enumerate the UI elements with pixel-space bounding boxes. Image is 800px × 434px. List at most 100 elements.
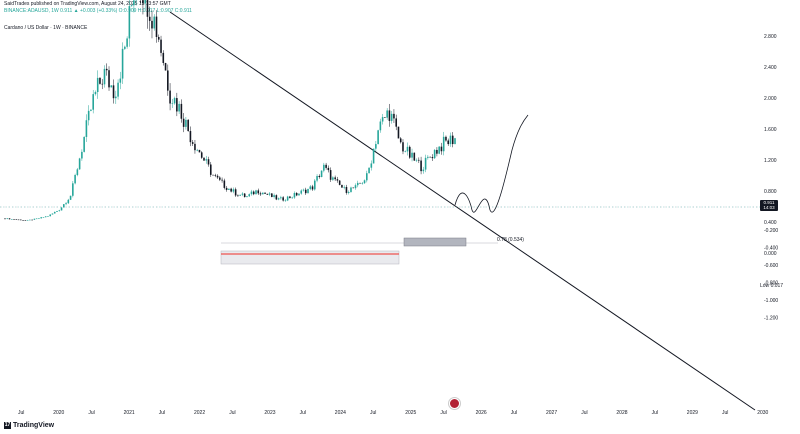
candle-body xyxy=(35,218,38,220)
candle-body xyxy=(65,203,67,205)
chart-header: SaidTrades published on TradingView.com,… xyxy=(4,1,192,15)
time-axis-label: 2029 xyxy=(687,410,698,416)
candle-body xyxy=(15,219,18,220)
candle-body xyxy=(22,220,24,221)
price-axis-label: -1.200 xyxy=(764,316,778,322)
price-axis-label: 0.800 xyxy=(764,189,777,195)
candle-body xyxy=(433,149,436,159)
time-axis-label: Jul xyxy=(511,410,517,416)
brand-footer[interactable]: 17 TradingView xyxy=(4,420,54,430)
candle-body xyxy=(155,16,158,38)
candle-body xyxy=(291,197,293,199)
candle-body xyxy=(173,98,176,104)
time-axis-label: 2025 xyxy=(405,410,416,416)
candle-body xyxy=(121,48,124,79)
candle-body xyxy=(424,157,427,170)
candle-body xyxy=(29,219,31,221)
candle-body xyxy=(189,131,192,143)
candle-body xyxy=(219,177,221,180)
time-axis-label: Jul xyxy=(722,410,728,416)
candle-body xyxy=(191,142,194,144)
candle-body xyxy=(209,164,212,175)
price-axis-label: 2.000 xyxy=(764,96,777,102)
candle-body xyxy=(230,188,232,192)
time-axis-label: Jul xyxy=(581,410,587,416)
candle-body xyxy=(194,143,196,151)
candle-body xyxy=(280,197,282,199)
time-axis-label: 2026 xyxy=(476,410,487,416)
candle-body xyxy=(327,167,330,171)
symbol-legend[interactable]: Cardano / US Dollar · 1W · BINANCE xyxy=(4,25,88,31)
candle-body xyxy=(440,146,443,152)
candle-body xyxy=(393,113,395,119)
candle-body xyxy=(216,175,219,178)
candlesticks[interactable] xyxy=(4,0,456,221)
time-axis-label: 2030 xyxy=(757,410,768,416)
tradingview-brand: TradingView xyxy=(13,421,55,429)
candle-body xyxy=(20,219,22,221)
candle-body xyxy=(268,193,271,195)
candle-body xyxy=(289,196,291,198)
time-axis-label: 2020 xyxy=(53,410,64,416)
candle-body xyxy=(363,180,366,184)
price-axis[interactable]: 2.800 2.400 2.000 1.600 1.200 0.800 0.400 0.000… xyxy=(764,34,778,322)
candle-body xyxy=(368,167,370,174)
candle-body xyxy=(69,195,72,200)
candle-body xyxy=(273,195,275,197)
candle-body xyxy=(72,183,74,196)
candle-body xyxy=(171,103,174,104)
candle-body xyxy=(185,119,187,127)
candle-body xyxy=(128,6,131,39)
candle-body xyxy=(101,83,104,85)
candle-body xyxy=(47,216,49,217)
candle-body xyxy=(31,219,33,221)
candle-body xyxy=(395,118,398,127)
candle-body xyxy=(266,193,269,195)
candle-body xyxy=(148,16,151,21)
candle-body xyxy=(375,144,377,149)
candle-body xyxy=(361,183,364,184)
candle-body xyxy=(313,180,316,190)
candle-body xyxy=(343,186,345,188)
candle-body xyxy=(354,185,357,189)
candle-body xyxy=(67,199,70,204)
fib-level-label: 0.78 (0.534) xyxy=(497,237,524,243)
candle-body xyxy=(359,182,361,184)
candle-body xyxy=(271,193,273,197)
candle-body xyxy=(241,193,244,195)
time-axis-label: 2022 xyxy=(194,410,205,416)
candle-body xyxy=(379,121,382,131)
candle-body xyxy=(51,213,54,215)
candle-body xyxy=(352,187,355,189)
low-label: Low xyxy=(760,283,770,289)
candle-body xyxy=(124,46,126,49)
candle-body xyxy=(90,109,92,111)
price-axis-label: -0.600 xyxy=(764,263,778,269)
candle-body xyxy=(232,189,235,192)
candle-body xyxy=(259,193,262,195)
candle-body xyxy=(76,169,79,175)
candle-body xyxy=(83,136,85,152)
candle-body xyxy=(115,96,117,99)
candle-body xyxy=(372,148,375,164)
demand-zone xyxy=(403,237,467,247)
time-axis-label: Jul xyxy=(652,410,658,416)
candle-body xyxy=(286,196,289,201)
candle-body xyxy=(246,196,248,198)
candle-body xyxy=(255,190,257,195)
projection-path[interactable] xyxy=(454,114,529,213)
candle-body xyxy=(108,70,110,88)
candle-body xyxy=(180,103,183,119)
low-value: 0.017 xyxy=(770,283,784,289)
candle-body xyxy=(370,163,373,168)
candle-body xyxy=(223,180,226,188)
trendline[interactable] xyxy=(169,11,756,411)
candle-body xyxy=(449,135,452,145)
time-axis-label: Jul xyxy=(370,410,376,416)
candle-body xyxy=(384,117,386,118)
time-axis[interactable]: Jul 2020 Jul 2021 Jul 2022 Jul 2023 Jul 2024 Jul 20… xyxy=(18,410,769,416)
candle-body xyxy=(307,188,309,194)
candle-body xyxy=(350,187,352,192)
candle-body xyxy=(404,151,407,153)
